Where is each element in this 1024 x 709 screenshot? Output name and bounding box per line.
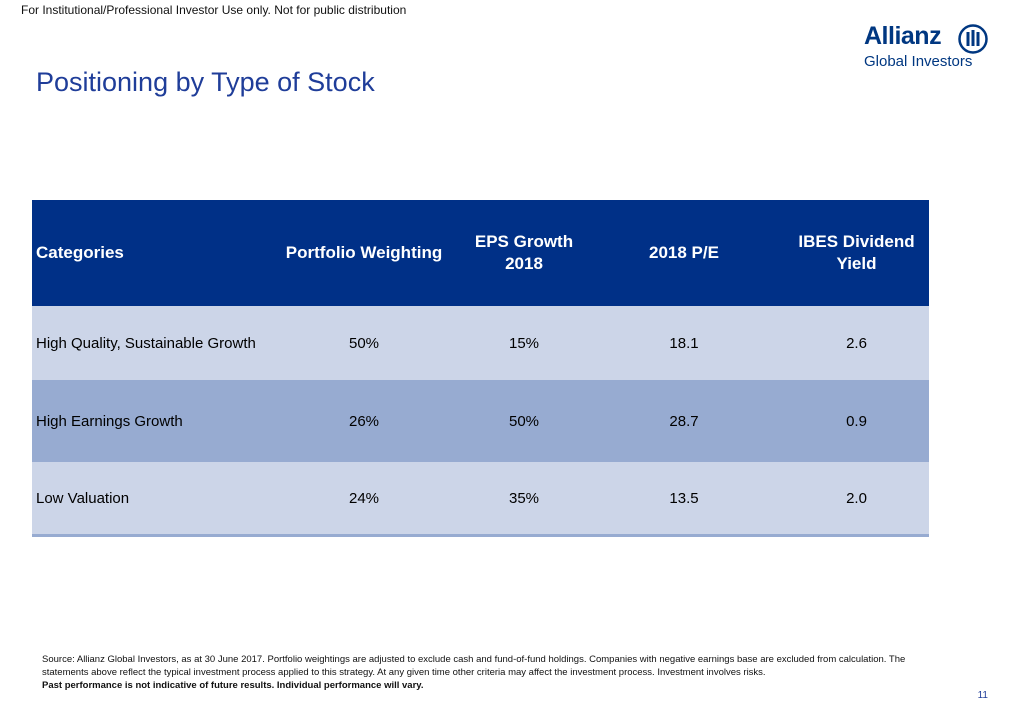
source-text: Source: Allianz Global Investors, as at … [42,654,906,678]
category-cell: High Earnings Growth [32,380,264,462]
source-note: Source: Allianz Global Investors, as at … [42,653,942,692]
pe-cell: 13.5 [584,462,784,537]
stock-positioning-table: Categories Portfolio Weighting EPS Growt… [32,200,929,537]
header-portfolio-weighting: Portfolio Weighting [264,200,464,306]
dividend-yield-cell: 2.6 [784,306,929,380]
allianz-eagle-mark-icon [958,24,988,54]
distribution-disclaimer: For Institutional/Professional Investor … [21,3,407,17]
category-cell: Low Valuation [32,462,264,537]
category-cell: High Quality, Sustainable Growth [32,306,264,380]
page-title: Positioning by Type of Stock [36,67,375,97]
weighting-cell: 24% [264,462,464,537]
header-pe: 2018 P/E [584,200,784,306]
table-row: High Quality, Sustainable Growth 50% 15%… [32,306,929,380]
allianz-logo: Allianz Global Investors [862,22,1002,74]
weighting-cell: 50% [264,306,464,380]
header-categories: Categories [32,200,264,306]
pe-cell: 18.1 [584,306,784,380]
eps-growth-cell: 15% [464,306,584,380]
page-number: 11 [977,690,988,701]
dividend-yield-cell: 0.9 [784,380,929,462]
performance-disclaimer: Past performance is not indicative of fu… [42,680,424,691]
table-row: High Earnings Growth 26% 50% 28.7 0.9 [32,380,929,462]
table-row: Low Valuation 24% 35% 13.5 2.0 [32,462,929,537]
logo-brand: Allianz [864,22,942,50]
logo-subtitle: Global Investors [864,53,973,70]
header-eps-growth: EPS Growth 2018 [464,200,584,306]
weighting-cell: 26% [264,380,464,462]
pe-cell: 28.7 [584,380,784,462]
header-dividend-yield: IBES Dividend Yield [784,200,929,306]
eps-growth-cell: 50% [464,380,584,462]
dividend-yield-cell: 2.0 [784,462,929,537]
eps-growth-cell: 35% [464,462,584,537]
table-header-row: Categories Portfolio Weighting EPS Growt… [32,200,929,306]
